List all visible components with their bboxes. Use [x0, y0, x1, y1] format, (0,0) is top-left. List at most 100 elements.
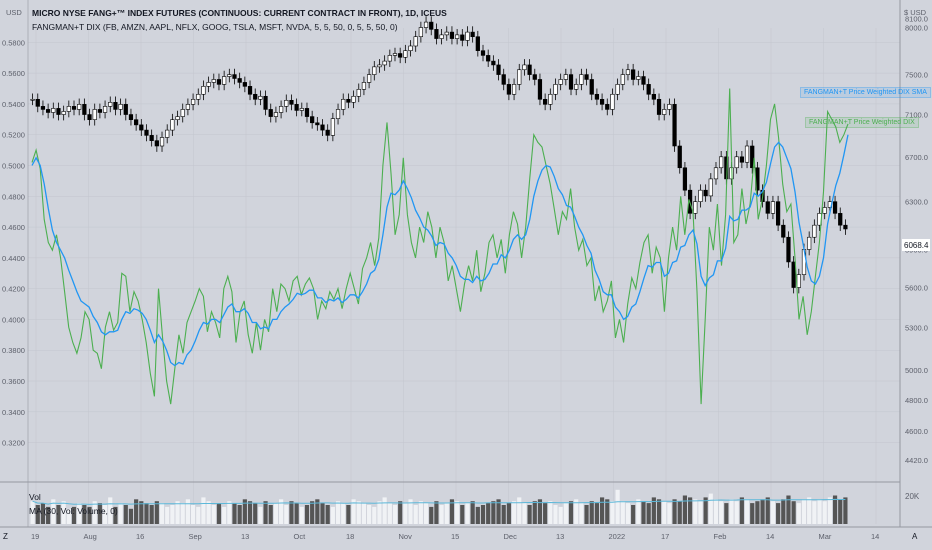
candle-body — [434, 29, 439, 39]
candle-body — [299, 108, 304, 111]
volume-bar — [284, 505, 289, 524]
candle-body — [66, 106, 71, 112]
candle-body — [113, 102, 118, 110]
volume-bar — [517, 497, 522, 524]
x-tick-label: Dec — [504, 532, 518, 541]
candle-body — [444, 31, 449, 36]
candle-body — [315, 122, 320, 126]
volume-bar — [532, 501, 537, 524]
left-tick-label: 0.3200 — [2, 439, 25, 448]
volume-bar — [367, 505, 372, 524]
volume-bar — [465, 503, 470, 524]
candle-body — [460, 34, 465, 41]
candle-body — [71, 106, 77, 110]
volume-bar — [455, 501, 460, 524]
volume-bar — [175, 501, 180, 524]
candle-body — [574, 84, 579, 90]
volume-bar — [527, 505, 532, 524]
volume-bar — [750, 503, 755, 524]
volume-bar — [51, 499, 56, 524]
volume-bar — [625, 503, 631, 524]
candle-body — [175, 116, 180, 120]
symbol-title[interactable]: MICRO NYSE FANG+™ INDEX FUTURES (CONTINU… — [32, 8, 447, 18]
left-tick-label: 0.5400 — [2, 100, 25, 109]
right-tick-label: 5300.0 — [905, 324, 928, 333]
indicator-title[interactable]: FANGMAN+T DIX (FB, AMZN, AAPL, NFLX, GOO… — [32, 22, 398, 32]
volume-bar — [662, 501, 667, 524]
candle-body — [636, 76, 641, 80]
volume-bar — [66, 508, 71, 524]
volume-bar — [506, 503, 511, 524]
volume-bar — [501, 505, 506, 524]
volume-bar — [599, 497, 605, 524]
candle-body — [491, 60, 496, 66]
candle-body — [765, 201, 770, 214]
volume-bar — [827, 497, 832, 524]
candle-body — [522, 64, 527, 71]
candle-body — [465, 31, 470, 41]
volume-bar — [579, 503, 584, 524]
volume-bar — [149, 505, 154, 524]
candle-body — [413, 36, 418, 47]
volume-bar — [134, 499, 139, 524]
volume-bar — [703, 497, 708, 524]
candle-body — [92, 109, 97, 120]
volume-bar — [46, 506, 51, 524]
candle-body — [480, 50, 486, 56]
volume-bar — [372, 506, 377, 524]
x-tick-label: 13 — [241, 532, 249, 541]
volume-bar — [335, 501, 341, 524]
volume-bar — [361, 503, 367, 524]
volume-bar — [796, 503, 801, 524]
candle-body — [206, 82, 211, 87]
candle-body — [403, 50, 408, 58]
x-tick-label: Feb — [714, 532, 727, 541]
volume-bar — [392, 505, 398, 524]
candle-body — [289, 99, 294, 105]
candle-body — [82, 104, 87, 115]
candle-body — [739, 156, 744, 163]
volume-bar — [511, 501, 517, 524]
volume-bar — [356, 501, 361, 524]
candle-body — [563, 74, 568, 80]
candle-body — [703, 189, 708, 197]
volume-bar — [346, 505, 351, 524]
volume-bar — [382, 497, 387, 524]
volume-bar — [185, 499, 190, 524]
candle-body — [838, 213, 843, 226]
candle-body — [641, 76, 646, 85]
candle-body — [30, 98, 35, 101]
volume-bar — [651, 497, 656, 524]
volume-bar — [403, 503, 408, 524]
last-price-label: 6068.4 — [902, 239, 930, 251]
volume-bar — [786, 495, 791, 524]
candle-body — [87, 114, 92, 120]
left-tick-label: 0.4000 — [2, 315, 25, 324]
x-tick-label: 18 — [346, 532, 354, 541]
candle-body — [46, 109, 51, 113]
volume-bar — [791, 501, 796, 524]
candle-body — [651, 93, 656, 100]
candle-body — [750, 145, 755, 169]
volume-ma-title[interactable]: MA (30, Vol: Volume, 0) — [29, 506, 118, 516]
x-tick-label: 17 — [661, 532, 669, 541]
volume-bar — [460, 505, 465, 524]
left-axis-unit: USD — [6, 8, 22, 17]
volume-title[interactable]: Vol — [29, 492, 41, 502]
volume-bar — [713, 499, 719, 524]
volume-bar — [113, 506, 118, 524]
volume-bar — [636, 499, 641, 524]
auto-scale-button[interactable]: A — [912, 532, 918, 541]
volume-bar — [667, 503, 672, 524]
volume-bar — [227, 501, 232, 524]
x-tick-label: Mar — [819, 532, 832, 541]
candle-body — [631, 69, 636, 80]
volume-bar — [568, 501, 574, 524]
candle-body — [786, 236, 791, 263]
volume-bar — [807, 497, 812, 524]
zoom-reset-button[interactable]: Z — [3, 532, 8, 541]
candle-body — [320, 124, 325, 131]
x-tick-label: Aug — [84, 532, 97, 541]
volume-bar — [30, 501, 35, 524]
price-candles — [30, 16, 848, 294]
